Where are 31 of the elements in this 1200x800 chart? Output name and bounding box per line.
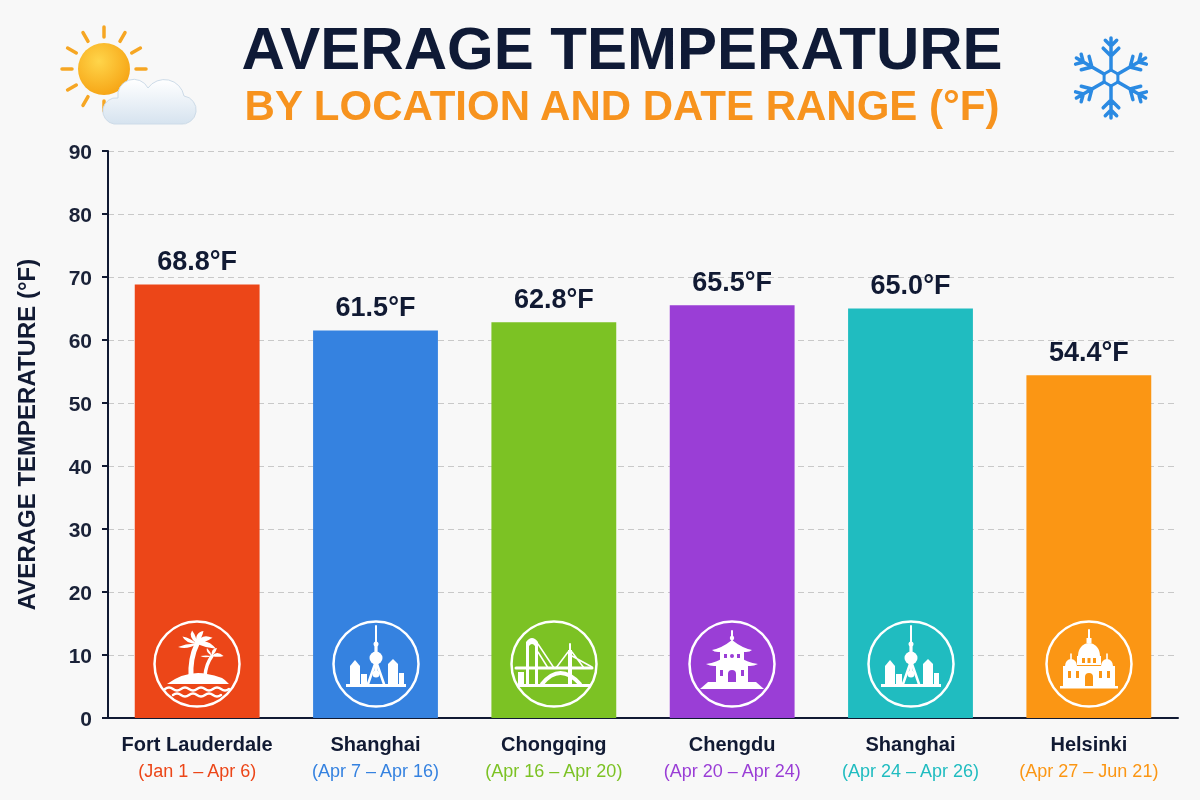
y-tick-label: 90 [68,139,92,163]
y-tick-label: 50 [68,391,92,415]
y-tick-label: 0 [80,706,92,730]
chart-subtitle: BY LOCATION AND DATE RANGE (°F) [244,81,1000,129]
data-label: 61.5°F [335,292,416,323]
y-tick-label: 30 [68,517,92,541]
y-tick-label: 40 [68,454,92,478]
data-label: 68.8°F [157,246,238,277]
bar [491,322,617,718]
data-label: 54.4°F [1048,336,1129,367]
bar [134,284,260,718]
y-axis-title: AVERAGE TEMPERATURE (°F) [12,258,40,611]
x-tick-label: Fort Lauderdale (Jan 1 – Apr 6) [121,733,273,781]
y-tick-label: 70 [68,265,92,289]
y-tick-label: 10 [68,643,92,667]
data-label: 62.8°F [513,283,594,314]
chart-title: AVERAGE TEMPERATURE [241,14,1003,82]
y-tick-label: 60 [68,328,92,352]
x-tick-label: Helsinki (Apr 27 – Jun 21) [1019,733,1159,781]
bar [669,305,795,718]
y-tick-label: 20 [68,580,92,604]
bar [848,308,973,718]
bar [1026,375,1152,718]
x-tick-label: Chengdu (Apr 20 – Apr 24) [663,733,801,781]
x-tick-label: Chongqing (Apr 16 – Apr 20) [485,733,623,781]
x-tick-label: Shanghai (Apr 24 – Apr 26) [841,733,980,781]
data-label: 65.0°F [870,270,951,300]
data-label: 65.5°F [692,266,773,297]
x-tick-label: Shanghai (Apr 7 – Apr 16) [311,733,440,781]
bar [313,330,438,718]
y-tick-label: 80 [68,202,92,226]
